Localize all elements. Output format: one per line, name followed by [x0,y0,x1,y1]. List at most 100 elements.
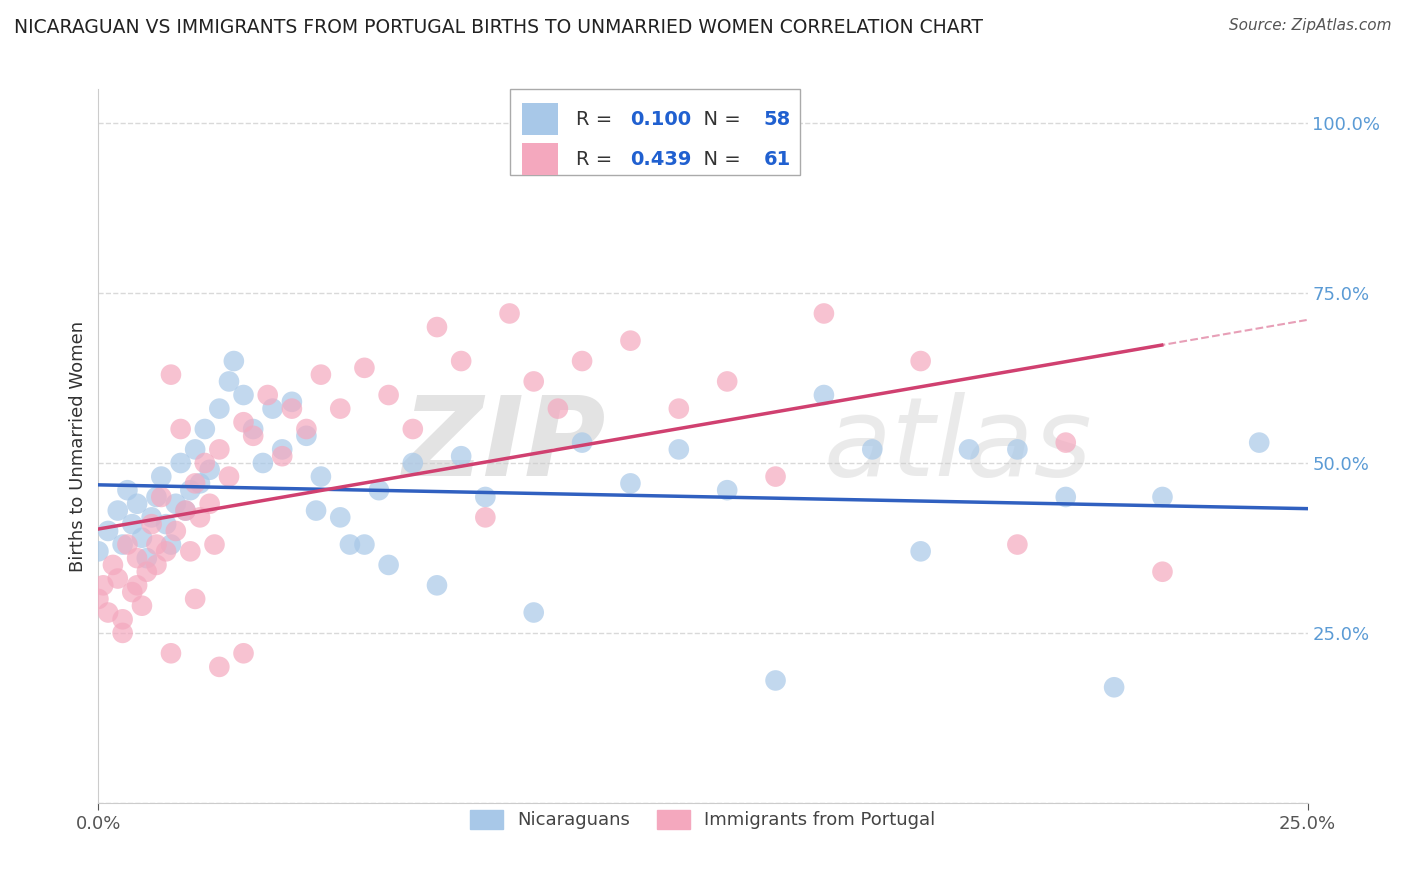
Point [377,558,399,572]
Point [295,422,318,436]
Point [145,490,167,504]
Point [1007,537,1029,551]
Point [160,368,183,382]
Point [150,490,173,504]
Point [813,388,835,402]
Point [523,375,546,389]
FancyBboxPatch shape [509,89,800,175]
Point [198,463,221,477]
Point [127,578,149,592]
Point [150,469,173,483]
Legend: Nicaraguans, Immigrants from Portugal: Nicaraguans, Immigrants from Portugal [463,803,943,837]
FancyBboxPatch shape [522,144,558,176]
Point [329,510,352,524]
Text: 58: 58 [763,110,790,128]
Point [1007,442,1029,457]
Point [305,503,328,517]
Text: 61: 61 [763,150,790,169]
Point [117,483,139,498]
Point [127,551,149,566]
Point [97,606,120,620]
Point [165,497,187,511]
Text: R =: R = [576,110,619,128]
Text: NICARAGUAN VS IMMIGRANTS FROM PORTUGAL BIRTHS TO UNMARRIED WOMEN CORRELATION CHA: NICARAGUAN VS IMMIGRANTS FROM PORTUGAL B… [14,18,983,37]
Text: ZIP: ZIP [402,392,606,500]
Point [135,565,157,579]
Point [329,401,352,416]
Point [860,442,883,457]
Point [339,537,361,551]
Point [121,517,143,532]
Point [111,626,134,640]
Point [87,544,110,558]
Point [131,599,153,613]
Point [547,401,569,416]
Point [619,476,641,491]
Point [1152,565,1174,579]
Point [155,544,177,558]
Point [910,544,932,558]
Point [910,354,932,368]
Point [184,591,207,606]
Point [155,517,177,532]
Point [353,537,375,551]
Point [194,456,217,470]
Point [165,524,187,538]
Text: N =: N = [690,150,747,169]
Point [145,558,167,572]
Point [188,476,211,491]
Point [179,544,201,558]
Point [1152,490,1174,504]
FancyBboxPatch shape [522,103,558,136]
Point [765,469,787,483]
Point [101,558,124,572]
Point [309,469,332,483]
Point [426,320,449,334]
Point [1102,680,1125,694]
Point [271,449,294,463]
Point [127,497,149,511]
Point [169,422,191,436]
Text: R =: R = [576,150,619,169]
Point [222,354,245,368]
Point [716,483,738,498]
Point [450,449,472,463]
Point [194,422,217,436]
Point [218,375,240,389]
Point [281,401,304,416]
Point [208,401,231,416]
Point [121,585,143,599]
Point [523,606,546,620]
Point [184,476,207,491]
Point [256,388,278,402]
Point [232,415,254,429]
Point [135,551,157,566]
Point [97,524,120,538]
Point [242,429,264,443]
Point [377,388,399,402]
Point [160,646,183,660]
Point [242,422,264,436]
Point [179,483,201,498]
Point [813,306,835,320]
Point [619,334,641,348]
Point [111,612,134,626]
Point [957,442,980,457]
Point [198,497,221,511]
Point [174,503,197,517]
Point [426,578,449,592]
Point [131,531,153,545]
Point [295,429,318,443]
Point [184,442,207,457]
Point [271,442,294,457]
Point [145,537,167,551]
Point [117,537,139,551]
Point [91,578,114,592]
Point [188,510,211,524]
Point [765,673,787,688]
Point [571,354,593,368]
Point [474,510,496,524]
Point [174,503,197,517]
Point [141,510,163,524]
Point [111,537,134,551]
